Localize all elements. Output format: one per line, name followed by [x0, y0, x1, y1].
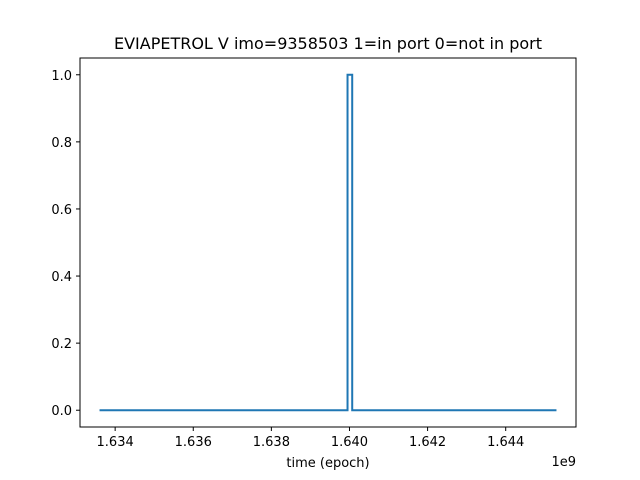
x-axis-ticks: 1.634 1.636 1.638 1.640 1.642 1.644 [97, 427, 524, 450]
x-tick-label: 1.644 [487, 435, 524, 450]
y-axis-ticks: 0.0 0.2 0.4 0.6 0.8 1.0 [51, 69, 80, 419]
x-axis-label: time (epoch) [286, 456, 369, 471]
plot-area-frame [79, 57, 577, 428]
x-tick-label: 1.634 [97, 435, 134, 450]
y-tick-label: 0.0 [51, 404, 72, 419]
y-tick-label: 0.4 [51, 270, 72, 285]
chart-title: EVIAPETROL V imo=9358503 1=in port 0=not… [114, 34, 542, 53]
y-tick-label: 0.8 [51, 136, 72, 151]
series-layer [99, 73, 557, 412]
x-tick-label: 1.636 [175, 435, 212, 450]
x-axis-offset-label: 1e9 [551, 455, 576, 470]
x-tick-label: 1.638 [253, 435, 290, 450]
y-tick-label: 0.6 [51, 203, 72, 218]
series-line [99, 73, 557, 412]
y-tick-label: 0.2 [51, 337, 72, 352]
y-tick-label: 1.0 [51, 69, 72, 84]
x-tick-label: 1.640 [331, 435, 368, 450]
x-tick-label: 1.642 [409, 435, 446, 450]
